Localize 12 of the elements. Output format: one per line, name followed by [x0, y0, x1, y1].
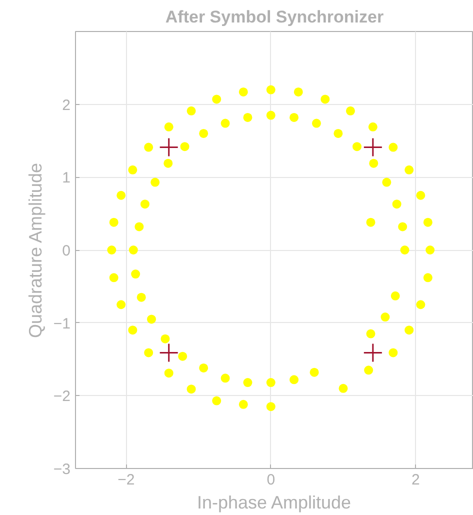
y-tick-label: 1	[62, 170, 70, 187]
x-tick-label: 0	[266, 472, 276, 488]
x-axis-title: In-phase Amplitude	[196, 492, 352, 512]
y-tick-label: −2	[53, 388, 71, 406]
chart-title: After Symbol Synchronizer	[165, 8, 384, 26]
x-tick-label: −2	[118, 472, 135, 488]
y-tick-label: −3	[53, 461, 71, 478]
y-axis-title: Quadrature Amplitude	[25, 162, 46, 338]
y-tick-label: 2	[62, 96, 70, 114]
y-tick-label: 0	[62, 242, 70, 260]
x-tick-label: 2	[411, 472, 420, 488]
y-tick-label: −1	[53, 315, 71, 332]
